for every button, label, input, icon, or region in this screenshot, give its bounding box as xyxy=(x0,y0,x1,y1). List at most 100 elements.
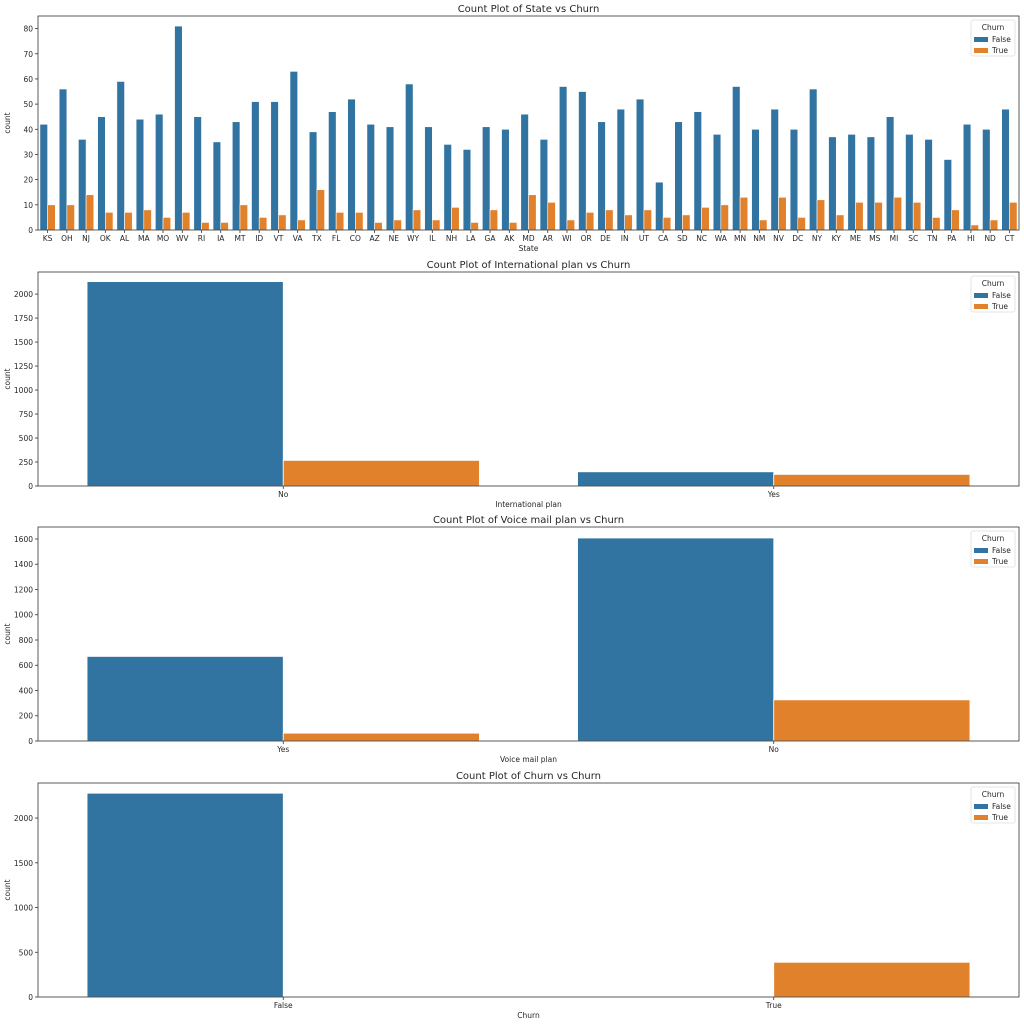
x-tick-label: WA xyxy=(715,234,728,243)
y-axis-label: count xyxy=(3,368,12,389)
bar-false-UT xyxy=(635,98,645,231)
bar-true-VT xyxy=(278,214,287,231)
bar-true-HI xyxy=(970,224,979,231)
y-tick-label: 800 xyxy=(19,636,34,645)
bar-false-FL xyxy=(328,111,337,231)
bar-true-MN xyxy=(739,196,749,231)
x-tick-label: VA xyxy=(293,234,304,243)
bar-true-TX xyxy=(316,189,325,231)
bar-false-AR xyxy=(539,139,549,231)
legend-swatch-false xyxy=(974,293,988,298)
bar-false-MS xyxy=(866,136,876,231)
legend-swatch-true xyxy=(974,304,988,309)
bar-false-MN xyxy=(732,86,741,231)
y-tick-label: 0 xyxy=(28,993,33,1002)
bar-true-VA xyxy=(297,219,306,231)
bar-false-GA xyxy=(482,126,491,231)
legend-box xyxy=(970,19,1016,57)
y-tick-label: 750 xyxy=(19,410,34,419)
bar-true-NM xyxy=(759,219,768,231)
bar-false-OK xyxy=(97,116,106,231)
legend-swatch-true xyxy=(974,559,988,564)
bar-false-NV xyxy=(770,108,779,231)
bar-true-CO xyxy=(355,212,364,231)
x-tick-label: No xyxy=(769,745,780,754)
bar-false-KS xyxy=(39,123,48,231)
x-tick-label: MD xyxy=(522,234,534,243)
y-tick-label: 2000 xyxy=(14,814,33,823)
bar-true-MO xyxy=(162,217,172,231)
bar-true-CT xyxy=(1009,202,1018,231)
x-tick-label: AR xyxy=(543,234,553,243)
x-tick-label: MO xyxy=(157,234,169,243)
bar-false-DE xyxy=(597,121,606,231)
bar-true-LA xyxy=(470,222,479,231)
x-tick-label: FL xyxy=(332,234,341,243)
bar-false-NY xyxy=(809,88,818,231)
bar-true-DC xyxy=(797,217,806,231)
legend: Churn False True xyxy=(970,19,1016,57)
bar-false-DC xyxy=(789,128,799,231)
y-tick-label: 2000 xyxy=(14,290,33,299)
legend-title: Churn xyxy=(982,534,1005,543)
legend: Churn False True xyxy=(970,530,1016,568)
x-tick-label: IN xyxy=(621,234,629,243)
bar-false-No xyxy=(86,281,284,487)
bar-false-MA xyxy=(135,118,145,231)
bar-true-Yes xyxy=(773,473,971,487)
bar-true-Yes xyxy=(282,732,480,742)
x-tick-label: NC xyxy=(696,234,707,243)
bar-true-WI xyxy=(566,219,575,231)
x-tick-label: AL xyxy=(120,234,130,243)
x-tick-label: MS xyxy=(869,234,880,243)
bar-true-FL xyxy=(335,212,345,231)
bar-true-NH xyxy=(451,207,460,231)
legend-swatch-false xyxy=(974,548,988,553)
x-tick-label: MA xyxy=(138,234,150,243)
bar-true-MD xyxy=(528,194,537,231)
y-tick-label: 1000 xyxy=(14,904,33,913)
x-tick-label: RI xyxy=(198,234,205,243)
bar-false-MD xyxy=(520,113,529,231)
axes-frame xyxy=(37,782,1020,998)
bar-false-OR xyxy=(578,91,587,231)
bar-true-IN xyxy=(624,214,633,231)
y-tick-label: 1500 xyxy=(14,859,33,868)
bar-false-CA xyxy=(655,181,664,231)
y-tick-label: 1000 xyxy=(14,386,33,395)
bar-true-CA xyxy=(662,217,672,231)
bar-false-WV xyxy=(174,25,183,231)
y-tick-label: 200 xyxy=(19,712,34,721)
bar-false-VA xyxy=(289,71,298,231)
bar-true-MI xyxy=(893,196,902,231)
bar-true-AL xyxy=(124,212,133,231)
y-tick-label: 1600 xyxy=(14,535,33,544)
subplot-3: Count Plot of Voice mail plan vs Churn 0 2… xyxy=(3,515,1020,764)
bar-true-ID xyxy=(258,217,268,231)
legend-label-false: False xyxy=(992,802,1011,811)
bar-false-VT xyxy=(270,101,279,231)
bar-true-No xyxy=(282,459,480,487)
legend: Churn False True xyxy=(970,786,1016,824)
x-tick-label: PA xyxy=(947,234,957,243)
x-axis-label: State xyxy=(519,244,539,253)
bar-false-CT xyxy=(1001,108,1010,231)
bar-false-HI xyxy=(962,123,972,231)
bar-false-NC xyxy=(693,111,702,231)
x-tick-label: HI xyxy=(967,234,975,243)
x-tick-label: OH xyxy=(61,234,73,243)
bar-false-RI xyxy=(193,116,202,231)
legend-swatch-false xyxy=(974,804,988,809)
x-tick-label: Yes xyxy=(767,490,780,499)
bar-false-NM xyxy=(751,128,760,231)
legend-swatch-true xyxy=(974,48,988,53)
bar-true-NJ xyxy=(85,194,95,231)
x-tick-label: IL xyxy=(429,234,436,243)
bar-false-SC xyxy=(905,134,914,231)
legend-box xyxy=(970,275,1016,313)
y-tick-label: 500 xyxy=(19,434,34,443)
x-tick-label: MN xyxy=(734,234,746,243)
bar-true-ND xyxy=(989,219,999,231)
legend-label-true: True xyxy=(991,813,1008,822)
